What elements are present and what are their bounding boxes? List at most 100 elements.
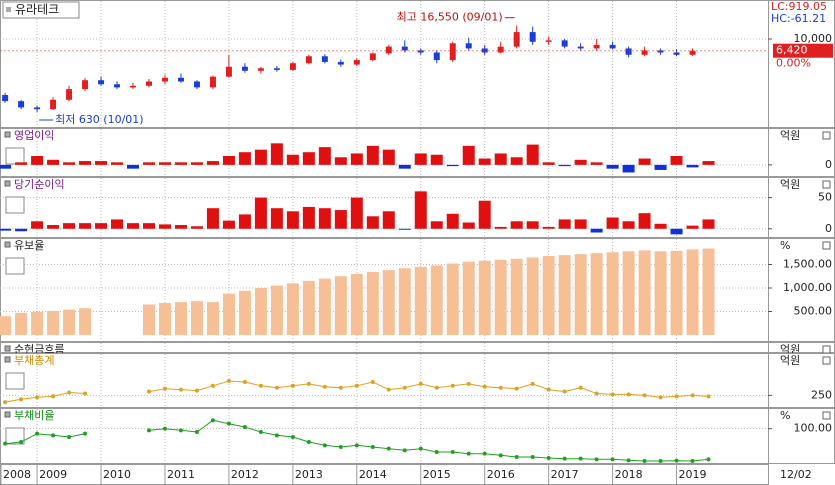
- title-box: [2, 1, 80, 19]
- candle-body: [449, 43, 456, 61]
- bar: [446, 213, 459, 229]
- line-point: [3, 441, 8, 446]
- y-tick-label: 0: [825, 158, 832, 171]
- bar: [174, 302, 187, 335]
- line-point: [546, 456, 551, 460]
- line-point: [226, 421, 231, 426]
- candle-body: [657, 50, 664, 53]
- indicator: LC:919.05: [771, 0, 827, 13]
- line-point: [706, 457, 711, 462]
- line-point: [658, 459, 663, 463]
- line-point: [210, 418, 215, 423]
- bar: [31, 311, 44, 335]
- candle-body: [545, 40, 552, 42]
- x-tick-label: 2017: [551, 468, 579, 481]
- bar: [542, 256, 555, 335]
- line-point: [242, 425, 247, 429]
- bar: [270, 285, 283, 335]
- line-point: [322, 443, 327, 448]
- bar: [606, 252, 619, 335]
- line-point: [146, 428, 151, 433]
- bar: [398, 228, 411, 230]
- bar: [15, 162, 28, 165]
- panel-title: 영업이익: [14, 129, 54, 142]
- candle-body: [577, 46, 584, 49]
- line-point: [578, 456, 583, 461]
- candle-body: [417, 50, 424, 53]
- bar: [318, 278, 331, 335]
- bar: [334, 157, 347, 165]
- bar: [286, 154, 299, 165]
- candle-body: [465, 43, 472, 49]
- bar: [111, 162, 124, 165]
- bar: [238, 290, 251, 335]
- bar: [494, 226, 507, 229]
- x-tick-label: 2016: [487, 468, 515, 481]
- line-point: [386, 446, 391, 451]
- line-point: [67, 390, 72, 395]
- candle-body: [433, 52, 440, 61]
- bar: [446, 263, 459, 335]
- bar: [0, 228, 12, 231]
- candle-body: [561, 40, 568, 47]
- line-point: [482, 451, 487, 456]
- line-point: [226, 379, 231, 383]
- bar: [190, 162, 203, 165]
- bar: [366, 145, 379, 165]
- bar: [574, 254, 587, 335]
- line-point: [51, 394, 56, 399]
- title-icon: [4, 345, 11, 352]
- panel-title: 부채총계: [14, 354, 54, 367]
- bar: [142, 223, 155, 229]
- line-point: [274, 385, 279, 390]
- line-point: [146, 389, 151, 394]
- line-point: [19, 397, 24, 402]
- close-button: [822, 356, 831, 365]
- candle-body: [513, 32, 520, 47]
- line-point: [322, 384, 327, 389]
- bar: [382, 211, 395, 229]
- bar: [142, 304, 155, 335]
- bar: [366, 216, 379, 229]
- bar: [142, 162, 155, 165]
- x-tick-label: 2014: [359, 468, 387, 481]
- bar: [606, 217, 619, 229]
- bar: [0, 164, 12, 169]
- bar: [63, 309, 76, 335]
- unit-label: 억원: [780, 178, 800, 191]
- line-point: [306, 440, 311, 444]
- bar: [318, 208, 331, 229]
- line-point: [530, 455, 535, 459]
- bar: [414, 153, 427, 165]
- close-button: [822, 180, 831, 189]
- bar: [174, 225, 187, 229]
- bar: [47, 159, 60, 165]
- line-point: [418, 381, 423, 386]
- bar: [494, 153, 507, 165]
- unit-label: 억원: [780, 354, 800, 367]
- line-point: [306, 381, 311, 386]
- line-point: [290, 435, 295, 439]
- candle-body: [289, 63, 296, 70]
- x-tick-label: 2008: [3, 468, 31, 481]
- close-button: [822, 411, 831, 420]
- line-point: [370, 379, 375, 384]
- bar: [510, 157, 523, 165]
- line-point: [690, 393, 695, 398]
- line-point: [642, 459, 647, 463]
- line-point: [35, 431, 40, 436]
- bar: [478, 158, 491, 165]
- bar: [542, 226, 555, 229]
- line-point: [610, 457, 615, 462]
- line-point: [546, 387, 551, 392]
- close-button: [822, 241, 831, 250]
- bar: [79, 308, 92, 335]
- line-point: [35, 395, 40, 400]
- line-point: [626, 458, 631, 463]
- bar: [222, 156, 235, 165]
- bar: [222, 220, 235, 229]
- candle-body: [209, 76, 216, 88]
- line-point: [258, 383, 263, 388]
- unit-label: %: [780, 239, 790, 252]
